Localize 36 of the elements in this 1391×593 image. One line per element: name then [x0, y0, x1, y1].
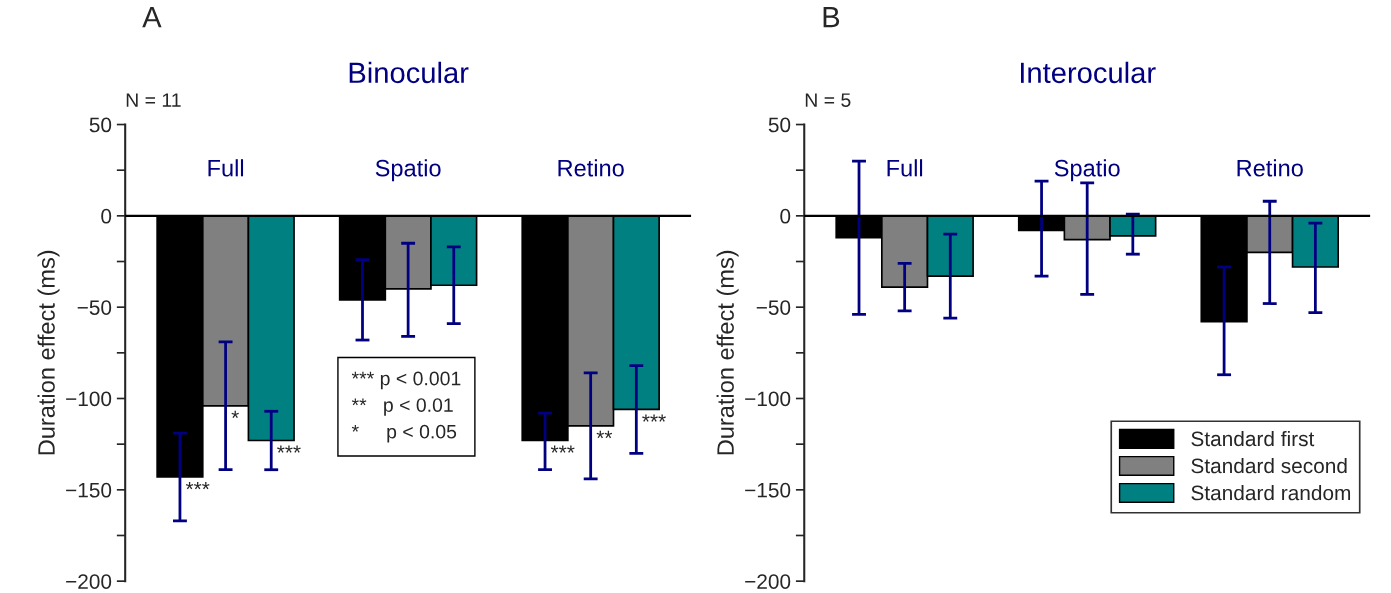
data-label: ***	[185, 481, 210, 490]
legend-label: Standard random	[1191, 484, 1351, 501]
x-tick-label: Spatio	[375, 159, 441, 182]
data-label: ***	[642, 414, 666, 422]
y-axis-title: Duration effect (ms)	[716, 250, 739, 455]
chart-title: Interocular	[1020, 61, 1156, 84]
y-tick-label: 50	[768, 117, 791, 133]
text: A	[142, 7, 162, 28]
chart-title: Binocular	[349, 61, 469, 84]
text: B	[823, 7, 840, 28]
legend-label: Standard second	[1191, 457, 1347, 474]
y-tick-label: 0	[780, 208, 791, 224]
y-tick-label: −200	[66, 574, 112, 589]
x-tick-label: Retino	[1237, 159, 1303, 177]
y-tick-label: −100	[66, 391, 112, 407]
x-tick-label: Full	[208, 159, 244, 177]
x-tick-label: Spatio	[1054, 159, 1120, 182]
y-tick-label: −200	[745, 574, 791, 589]
data-label: **	[596, 430, 613, 439]
y-tick-label: 0	[101, 208, 112, 224]
legend-label: Standard first	[1191, 430, 1315, 447]
y-tick-label: −50	[756, 300, 791, 315]
text: N = 5	[805, 93, 851, 107]
y-tick-label: −150	[745, 482, 791, 498]
annotation: *** p < 0.001 ** p < 0.01 * p < 0.05	[351, 371, 461, 443]
y-tick-label: −50	[77, 300, 112, 315]
data-label: ***	[277, 445, 301, 453]
data-label: *	[231, 410, 239, 419]
y-tick-label: 50	[89, 117, 112, 133]
x-tick-label: Retino	[558, 159, 624, 177]
data-label: ***	[550, 445, 575, 453]
y-tick-label: −150	[66, 482, 112, 498]
y-tick-label: −100	[745, 391, 791, 407]
x-tick-label: Full	[887, 159, 923, 177]
text: N = 11	[126, 93, 181, 107]
y-axis-title: Duration effect (ms)	[37, 250, 60, 455]
